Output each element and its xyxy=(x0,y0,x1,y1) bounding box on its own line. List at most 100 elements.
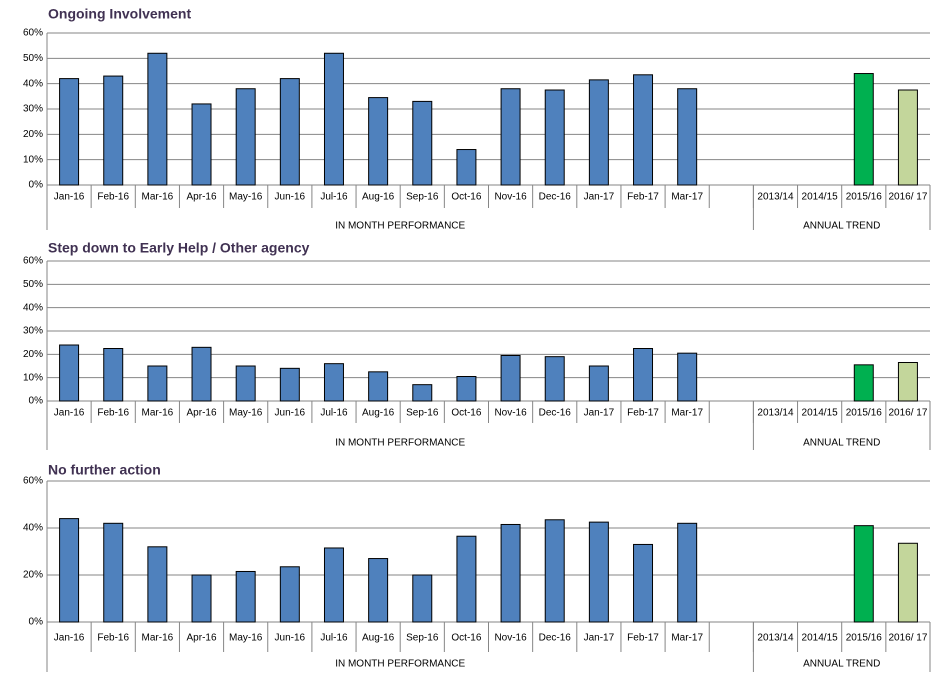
chart-title: Step down to Early Help / Other agency xyxy=(48,240,310,256)
x-tick-label: 2016/ 17 xyxy=(888,633,927,644)
x-tick-label: Dec-16 xyxy=(539,408,572,419)
bar xyxy=(456,149,477,186)
bar xyxy=(412,100,433,186)
bar xyxy=(588,365,609,402)
bar xyxy=(279,78,300,186)
x-tick-label: 2013/14 xyxy=(757,408,794,419)
y-tick-label: 0% xyxy=(29,396,44,407)
y-tick-label: 10% xyxy=(23,154,43,165)
bar xyxy=(103,522,124,623)
x-tick-label: May-16 xyxy=(229,192,263,203)
x-tick-label: May-16 xyxy=(229,633,263,644)
x-tick-label: Jan-16 xyxy=(54,633,85,644)
x-tick-label: Jul-16 xyxy=(320,633,348,644)
bar xyxy=(147,546,168,623)
x-tick-label: 2016/ 17 xyxy=(888,408,927,419)
bar xyxy=(235,88,256,186)
x-tick-label: 2015/16 xyxy=(846,192,883,203)
bar xyxy=(633,543,654,623)
y-tick-label: 50% xyxy=(23,279,43,290)
y-tick-label: 0% xyxy=(29,617,44,628)
x-tick-label: Aug-16 xyxy=(362,192,395,203)
x-tick-label: 2013/14 xyxy=(757,633,794,644)
bar xyxy=(147,365,168,402)
bar xyxy=(368,97,389,186)
y-tick-label: 0% xyxy=(29,180,44,191)
bar xyxy=(853,73,874,186)
y-tick-label: 60% xyxy=(23,476,43,487)
x-tick-label: Jun-16 xyxy=(275,192,306,203)
bar xyxy=(368,558,389,623)
x-tick-label: Jul-16 xyxy=(320,192,348,203)
y-tick-label: 20% xyxy=(23,570,43,581)
x-tick-label: Oct-16 xyxy=(451,633,481,644)
x-tick-label: Feb-16 xyxy=(97,192,129,203)
group-label: IN MONTH PERFORMANCE xyxy=(335,659,465,670)
x-tick-label: 2014/15 xyxy=(802,408,839,419)
bar xyxy=(633,74,654,186)
x-tick-label: 2014/15 xyxy=(802,633,839,644)
bar xyxy=(500,88,521,186)
bar xyxy=(191,346,212,402)
x-tick-label: Jun-16 xyxy=(275,633,306,644)
y-tick-label: 40% xyxy=(23,78,43,89)
x-tick-label: Feb-16 xyxy=(97,408,129,419)
bar xyxy=(279,566,300,623)
x-tick-label: Mar-17 xyxy=(671,192,703,203)
bar xyxy=(677,352,698,402)
bar xyxy=(853,525,874,623)
bar xyxy=(412,574,433,623)
group-label: ANNUAL TREND xyxy=(803,221,880,232)
x-tick-label: Jan-17 xyxy=(584,192,615,203)
x-tick-label: 2015/16 xyxy=(846,633,883,644)
y-tick-label: 50% xyxy=(23,53,43,64)
bar xyxy=(235,570,256,623)
x-tick-label: Sep-16 xyxy=(406,408,439,419)
bar xyxy=(59,518,80,623)
bar xyxy=(368,371,389,402)
bar xyxy=(853,364,874,402)
x-tick-label: Nov-16 xyxy=(494,408,527,419)
bar xyxy=(544,356,565,402)
bar xyxy=(323,363,344,402)
bar xyxy=(588,79,609,186)
x-tick-label: Dec-16 xyxy=(539,192,572,203)
y-tick-label: 20% xyxy=(23,349,43,360)
bar xyxy=(59,78,80,186)
y-tick-label: 60% xyxy=(23,28,43,39)
x-tick-label: Sep-16 xyxy=(406,192,439,203)
x-tick-label: 2016/ 17 xyxy=(888,192,927,203)
x-tick-label: Dec-16 xyxy=(539,633,572,644)
bar xyxy=(633,348,654,402)
y-tick-label: 30% xyxy=(23,326,43,337)
bar xyxy=(544,89,565,186)
x-tick-label: 2014/15 xyxy=(802,192,839,203)
bar xyxy=(103,348,124,402)
bar xyxy=(500,355,521,402)
x-tick-label: Mar-16 xyxy=(142,192,174,203)
x-tick-label: Mar-17 xyxy=(671,633,703,644)
bar xyxy=(191,103,212,186)
bar xyxy=(59,344,80,402)
x-tick-label: Jan-17 xyxy=(584,633,615,644)
x-tick-label: Mar-16 xyxy=(142,408,174,419)
x-tick-label: 2015/16 xyxy=(846,408,883,419)
bar xyxy=(279,367,300,402)
bar xyxy=(456,376,477,402)
x-tick-label: Jan-16 xyxy=(54,192,85,203)
group-label: ANNUAL TREND xyxy=(803,659,880,670)
bar xyxy=(456,535,477,623)
x-tick-label: Mar-17 xyxy=(671,408,703,419)
x-tick-label: Aug-16 xyxy=(362,633,395,644)
x-tick-label: Feb-16 xyxy=(97,633,129,644)
x-tick-label: Nov-16 xyxy=(494,192,527,203)
x-tick-label: Feb-17 xyxy=(627,408,659,419)
chart-title: Ongoing Involvement xyxy=(48,6,191,22)
y-tick-label: 60% xyxy=(23,256,43,267)
bar xyxy=(191,574,212,623)
x-tick-label: Aug-16 xyxy=(362,408,395,419)
bar xyxy=(235,365,256,402)
bar xyxy=(897,542,918,623)
chart-title: No further action xyxy=(48,462,161,478)
x-tick-label: Apr-16 xyxy=(187,633,217,644)
